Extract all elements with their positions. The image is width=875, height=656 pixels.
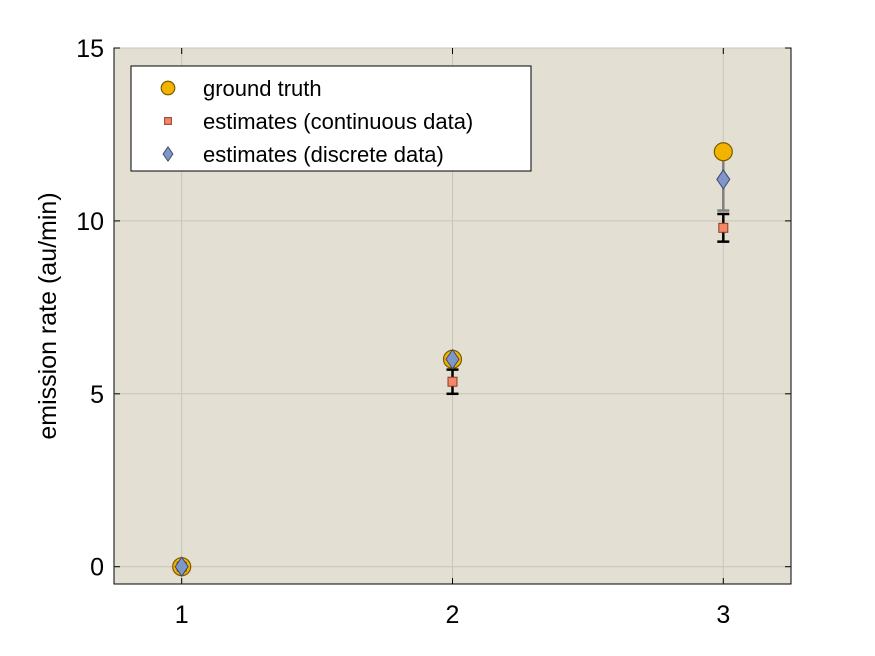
x-tick-label: 3 xyxy=(716,601,730,629)
y-axis-ticks: 0 5 10 15 xyxy=(76,35,791,582)
legend-marker-continuous-estimate xyxy=(164,117,172,125)
y-tick-label: 10 xyxy=(76,208,104,236)
legend: ground truth estimates (continuous data) e… xyxy=(130,65,532,172)
legend-marker-ground-truth xyxy=(160,80,176,96)
y-tick-label: 5 xyxy=(90,381,104,409)
legend-label: estimates (continuous data) xyxy=(203,109,473,134)
discrete-estimate-point xyxy=(174,556,189,578)
legend-label: ground truth xyxy=(203,76,322,101)
discrete-estimate-point xyxy=(445,348,460,370)
legend-label: estimates (discrete data) xyxy=(203,142,444,167)
y-axis-label: emission rate (au/min) xyxy=(34,192,62,439)
x-tick-label: 2 xyxy=(446,601,460,629)
y-tick-label: 0 xyxy=(90,554,104,582)
continuous-estimate-point xyxy=(718,222,729,233)
x-tick-label: 1 xyxy=(175,601,189,629)
ground-truth-point xyxy=(713,142,733,162)
continuous-estimate-point xyxy=(447,376,458,387)
legend-marker-discrete-estimate xyxy=(162,145,174,163)
data-marks xyxy=(172,142,733,578)
x-axis-ticks: 1 2 3 xyxy=(175,48,730,629)
legend-box xyxy=(130,65,532,172)
discrete-estimate-point xyxy=(716,169,731,190)
y-tick-label: 15 xyxy=(76,35,104,63)
